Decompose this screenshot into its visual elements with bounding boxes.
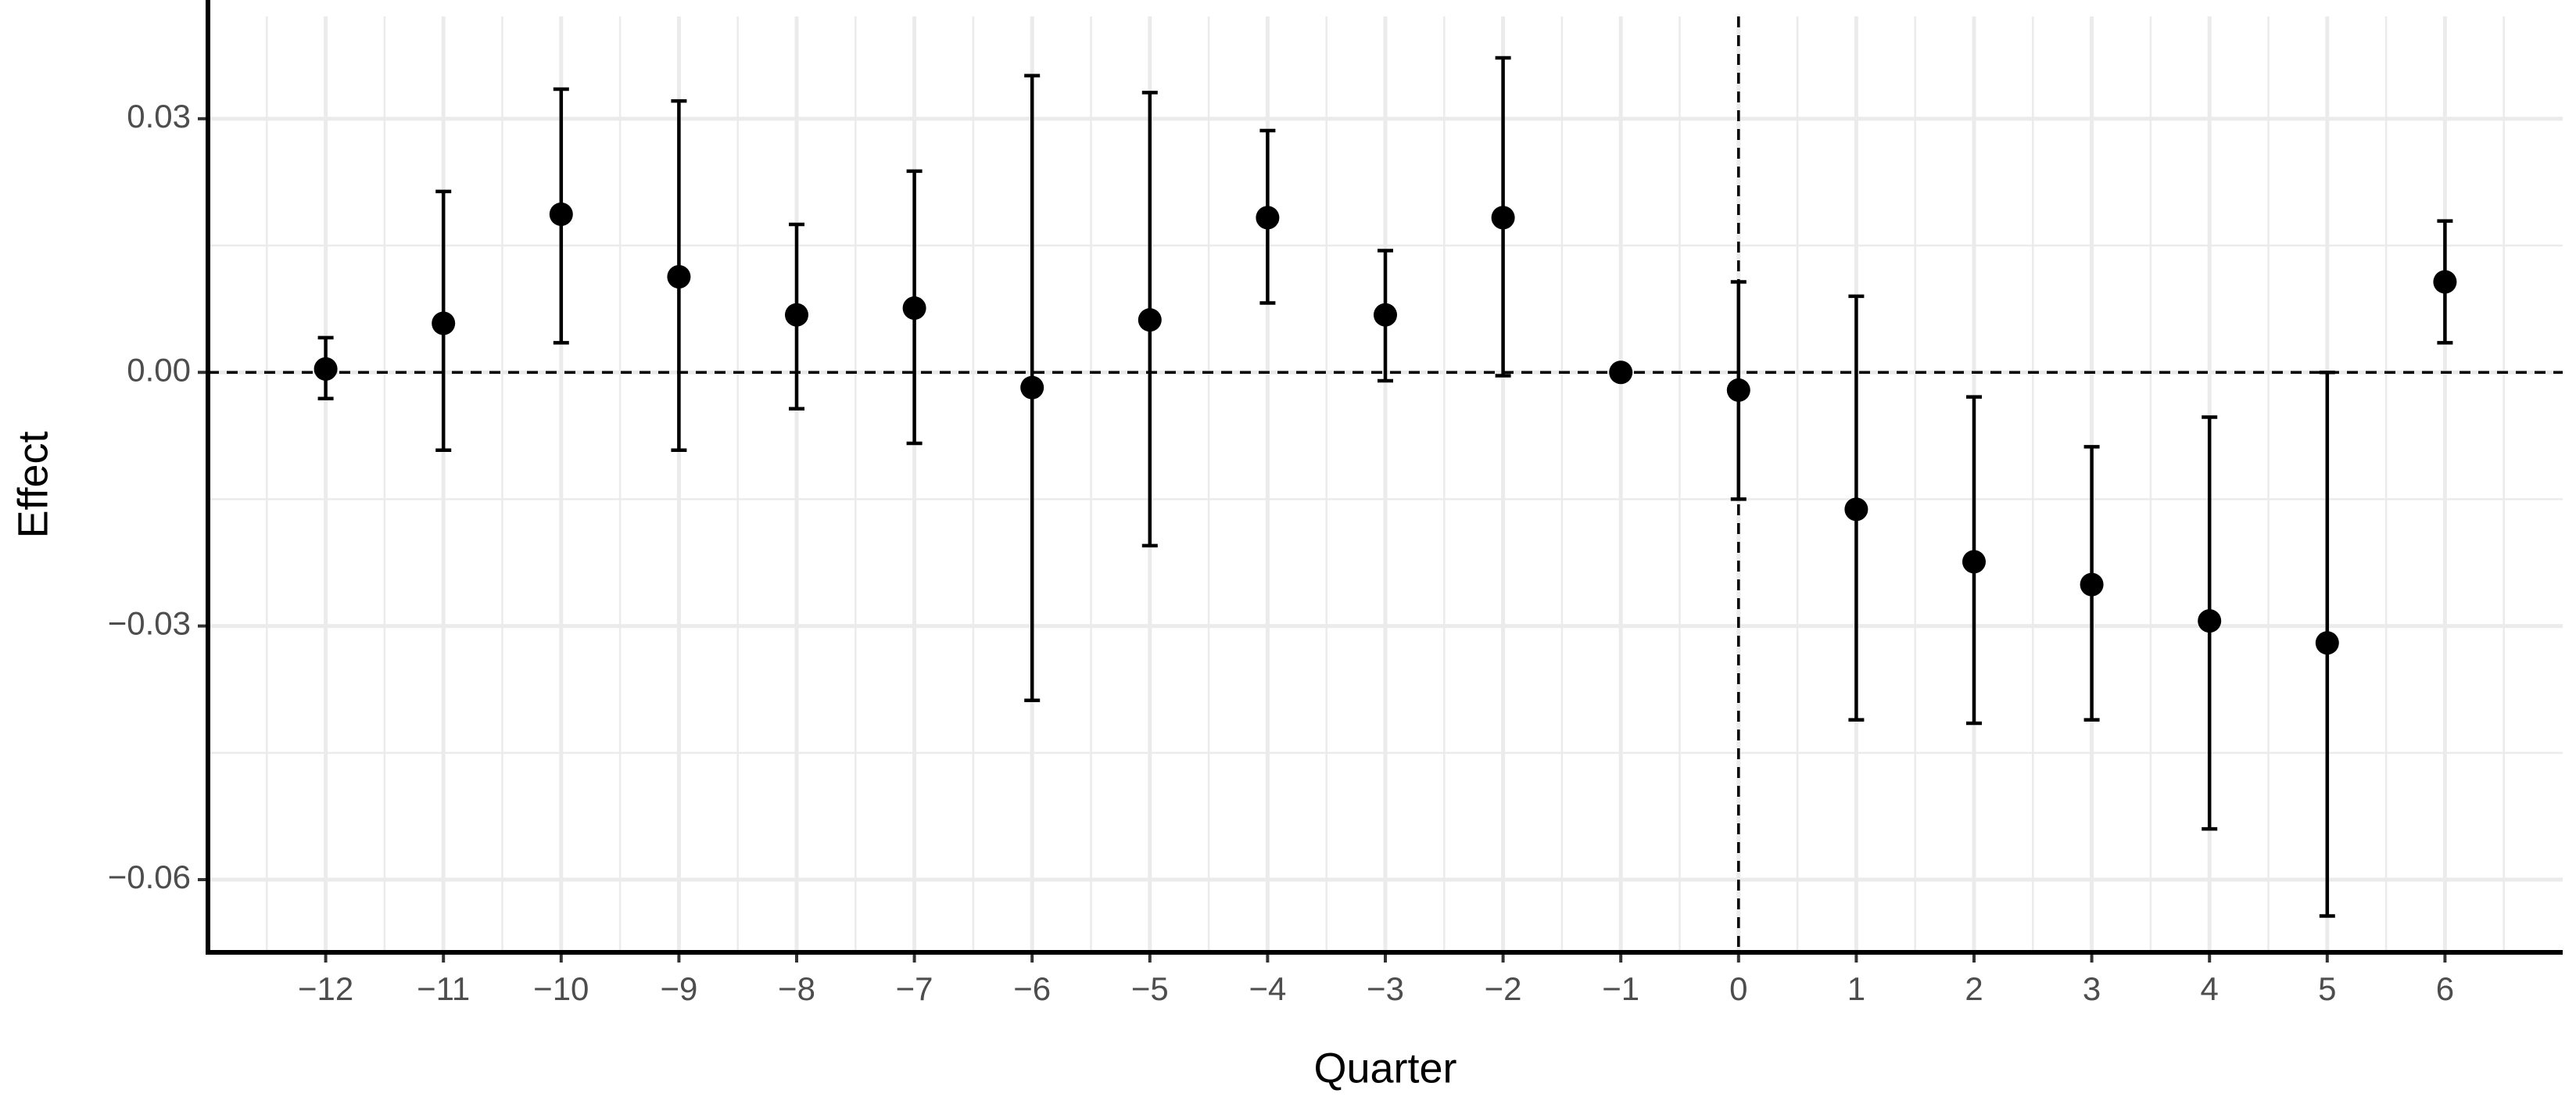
marks <box>313 56 2457 918</box>
point <box>1138 308 1162 332</box>
point <box>1020 375 1044 400</box>
x-tick-label: −12 <box>298 970 353 1007</box>
point <box>2198 609 2222 633</box>
y-tick-label: 0.00 <box>127 351 191 388</box>
y-tick-label: −0.06 <box>108 859 191 895</box>
point <box>1726 378 1750 402</box>
y-tick-label: 0.03 <box>127 98 191 134</box>
x-tick-label: −7 <box>896 970 933 1007</box>
point <box>432 311 456 335</box>
x-tick-label: −3 <box>1367 970 1404 1007</box>
x-tick-label: −11 <box>417 970 470 1007</box>
point <box>1844 497 1868 522</box>
x-tick-label: −4 <box>1249 970 1286 1007</box>
point <box>902 296 926 321</box>
x-tick-label: −1 <box>1602 970 1639 1007</box>
point <box>549 203 573 227</box>
x-tick-label: 0 <box>1729 970 1747 1007</box>
x-axis-title: Quarter <box>1313 1045 1456 1092</box>
point <box>785 303 808 327</box>
x-tick-label: −6 <box>1013 970 1051 1007</box>
point <box>1374 303 1397 327</box>
x-tick-label: −2 <box>1485 970 1522 1007</box>
y-tick-label: −0.03 <box>108 605 191 642</box>
x-tick-label: 6 <box>2436 970 2454 1007</box>
x-tick-label: 3 <box>2083 970 2101 1007</box>
point <box>1962 550 1986 574</box>
x-tick-label: 1 <box>1847 970 1865 1007</box>
x-tick-label: −9 <box>660 970 697 1007</box>
x-tick-label: 5 <box>2318 970 2336 1007</box>
point <box>313 357 338 381</box>
point <box>2315 631 2339 655</box>
x-tick-label: 2 <box>1965 970 1983 1007</box>
point <box>667 265 691 289</box>
point <box>2080 572 2104 597</box>
point <box>2433 270 2457 294</box>
x-tick-label: 4 <box>2201 970 2219 1007</box>
x-tick-label: −10 <box>533 970 589 1007</box>
x-tick-label: −5 <box>1131 970 1169 1007</box>
x-tick-label: −8 <box>778 970 815 1007</box>
point <box>1256 206 1280 230</box>
y-axis-title: Effect <box>9 431 56 538</box>
point <box>1491 206 1515 230</box>
